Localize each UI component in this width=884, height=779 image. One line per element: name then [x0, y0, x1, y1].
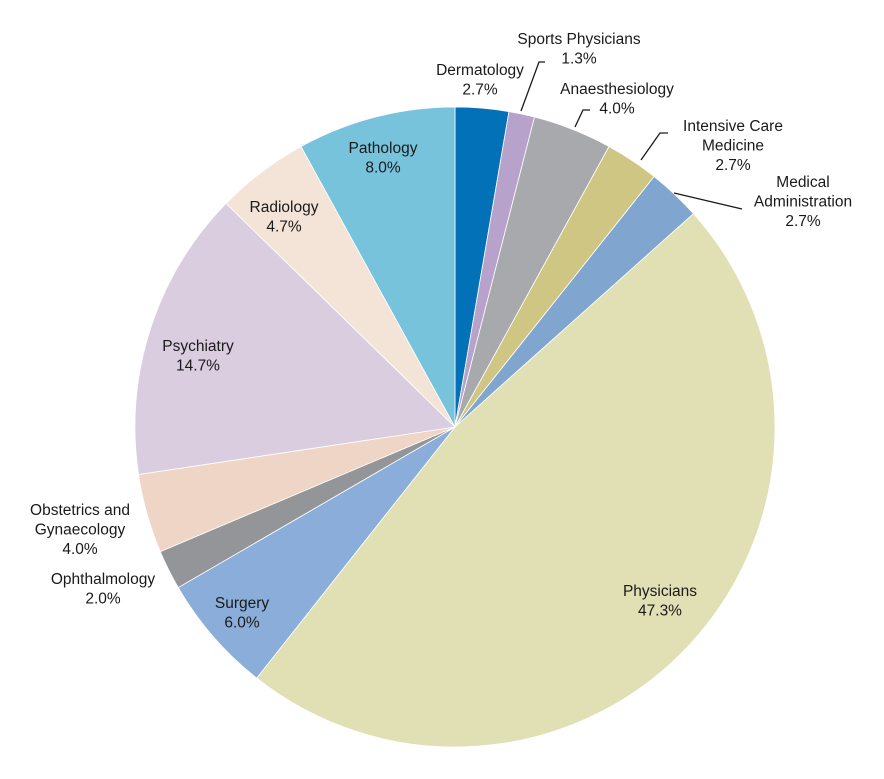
pie-slice-physicians	[256, 213, 776, 748]
slice-label-pathology: Pathology 8.0%	[349, 140, 418, 177]
slice-label-dermatology: Dermatology 2.7%	[436, 62, 524, 99]
slice-name-obstetrics-and-gynaecology: Obstetrics and	[30, 502, 130, 519]
leader-line-sports-physicians	[520, 61, 545, 112]
slice-name-obstetrics-and-gynaecology: Gynaecology	[35, 522, 126, 539]
slice-label-radiology: Radiology 4.7%	[250, 199, 319, 236]
slice-value-intensive-care-medicine: 2.7%	[715, 157, 751, 174]
slice-label-sports-physicians: Sports Physicians 1.3%	[517, 31, 640, 68]
slice-label-psychiatry: Psychiatry 14.7%	[162, 338, 234, 375]
slice-value-radiology: 4.7%	[266, 219, 302, 236]
slice-value-physicians: 47.3%	[638, 603, 682, 620]
leader-lines-layer	[520, 61, 743, 210]
slice-value-surgery: 6.0%	[224, 615, 260, 632]
slice-name-medical-administration: Administration	[754, 194, 852, 211]
slice-name-surgery: Surgery	[215, 595, 270, 612]
slice-name-physicians: Physicians	[623, 583, 697, 600]
slice-value-sports-physicians: 1.3%	[561, 51, 597, 68]
leader-line-intensive-care-medicine	[640, 132, 668, 161]
slice-name-ophthalmology: Ophthalmology	[51, 571, 156, 588]
slice-value-pathology: 8.0%	[365, 160, 401, 177]
slice-label-intensive-care-medicine: Intensive Care Medicine 2.7%	[683, 118, 783, 174]
slice-label-anaesthesiology: Anaesthesiology 4.0%	[560, 81, 674, 118]
leader-line-medical-administration	[673, 192, 743, 210]
pie-slice-psychiatry	[134, 202, 456, 475]
slice-name-dermatology: Dermatology	[436, 62, 524, 79]
slice-value-obstetrics-and-gynaecology: 4.0%	[62, 541, 98, 558]
slice-name-medical-administration: Medical	[776, 174, 829, 191]
slice-name-sports-physicians: Sports Physicians	[517, 31, 640, 48]
slice-value-psychiatry: 14.7%	[176, 358, 220, 375]
slice-value-anaesthesiology: 4.0%	[599, 101, 635, 118]
slice-name-radiology: Radiology	[250, 199, 319, 216]
slice-value-dermatology: 2.7%	[462, 82, 498, 99]
slice-name-psychiatry: Psychiatry	[162, 338, 234, 355]
slice-name-anaesthesiology: Anaesthesiology	[560, 81, 674, 98]
labels-layer: Dermatology 2.7% Sports Physicians 1.3% Anae…	[30, 31, 852, 632]
slice-name-intensive-care-medicine: Intensive Care	[683, 118, 783, 135]
pie-slice-pathology	[300, 106, 456, 428]
slice-label-surgery: Surgery 6.0%	[215, 595, 270, 632]
slice-name-pathology: Pathology	[349, 140, 418, 157]
pie-slice-surgery	[177, 426, 456, 679]
slice-value-medical-administration: 2.7%	[785, 213, 821, 230]
slice-value-ophthalmology: 2.0%	[85, 591, 121, 608]
slice-label-medical-administration: Medical Administration 2.7%	[754, 174, 852, 230]
slices-layer	[134, 106, 776, 748]
slice-label-ophthalmology: Ophthalmology 2.0%	[51, 571, 156, 608]
slice-name-intensive-care-medicine: Medicine	[702, 138, 764, 155]
slice-label-physicians: Physicians 47.3%	[623, 583, 697, 620]
leader-line-anaesthesiology	[574, 109, 590, 128]
slice-label-obstetrics-and-gynaecology: Obstetrics and Gynaecology 4.0%	[30, 502, 130, 558]
